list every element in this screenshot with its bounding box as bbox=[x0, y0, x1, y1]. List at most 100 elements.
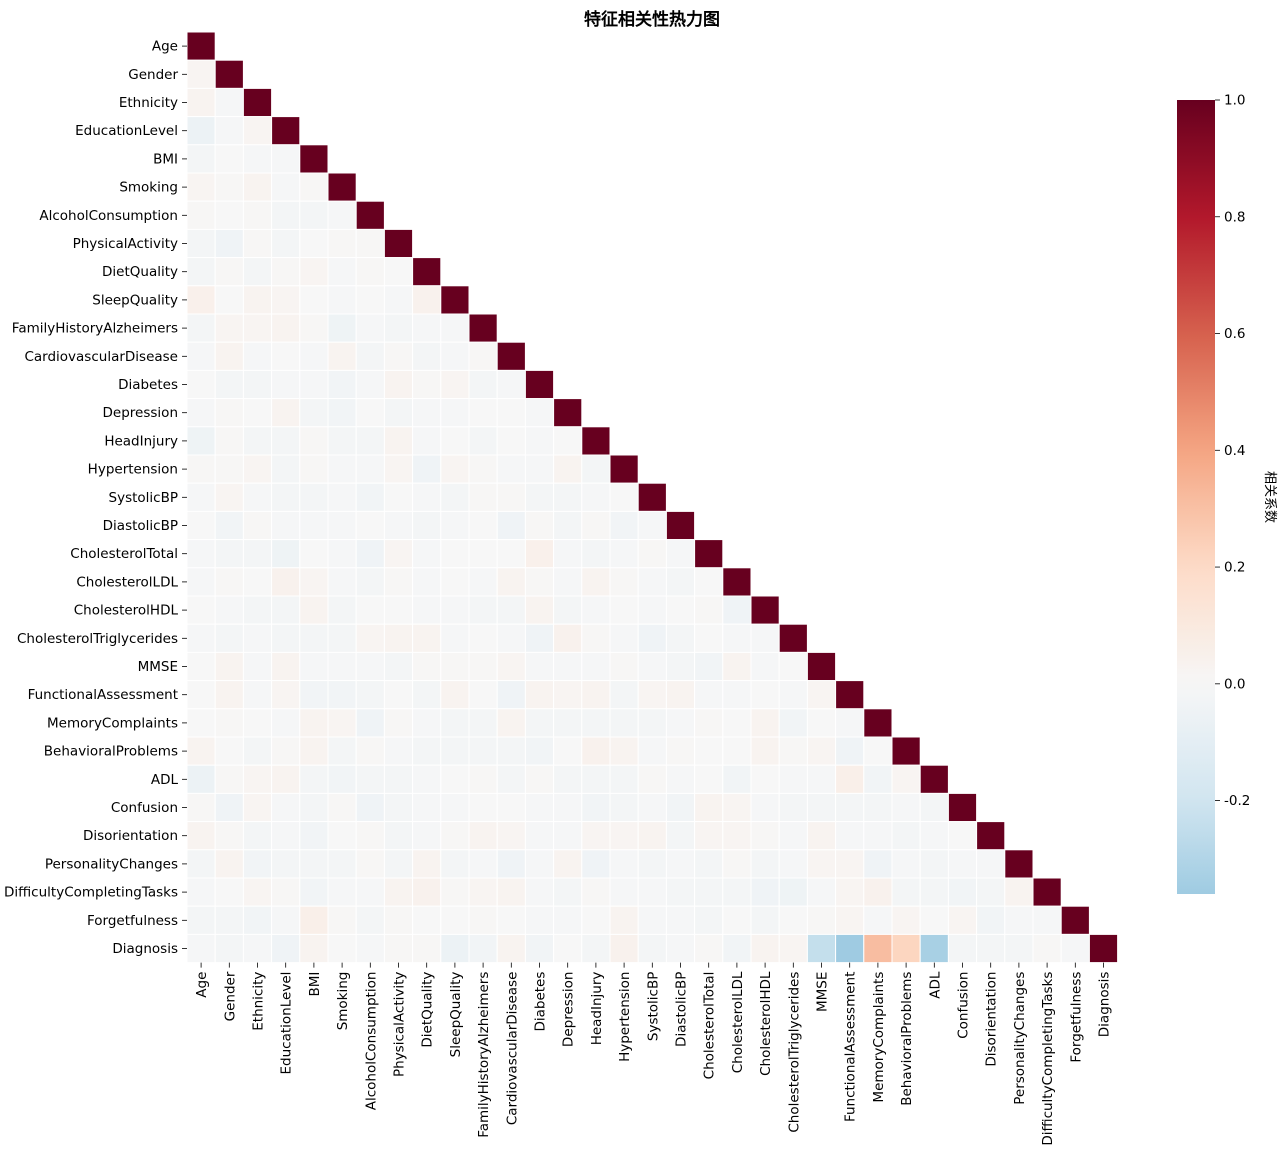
heatmap-cell-PersonalityChanges-HeadInjury bbox=[581, 849, 611, 879]
heatmap-cell-BMI-BMI bbox=[299, 144, 329, 174]
heatmap-cell-MMSE-CholesterolTriglycerides bbox=[778, 651, 808, 682]
heatmap-cell-CholesterolLDL-EducationLevel bbox=[271, 567, 301, 597]
heatmap-cell-HeadInjury-DietQuality bbox=[412, 426, 442, 456]
heatmap-cell-DifficultyCompletingTasks-FamilyHistoryAlzheimers bbox=[468, 877, 498, 907]
heatmap-cell-MMSE-CholesterolTotal bbox=[694, 651, 724, 682]
heatmap-cell-Confusion-DiastolicBP bbox=[665, 792, 696, 823]
heatmap-cell-MemoryComplaints-Ethnicity bbox=[242, 708, 273, 738]
heatmap-cell-Forgetfulness-Diabetes bbox=[524, 905, 555, 935]
heatmap-cell-Disorientation-PhysicalActivity bbox=[383, 821, 414, 851]
y-tick-label-CholesterolHDL: CholesterolHDL bbox=[74, 603, 179, 619]
heatmap-cell-ADL-AlcoholConsumption bbox=[355, 764, 385, 794]
colorbar-tick-label: 0.8 bbox=[1224, 209, 1245, 225]
heatmap-cell-AlcoholConsumption-Smoking bbox=[327, 200, 357, 230]
heatmap-cell-Depression-Depression bbox=[553, 398, 583, 428]
heatmap-cell-Hypertension-DietQuality bbox=[412, 454, 442, 484]
heatmap-cell-CholesterolLDL-Depression bbox=[553, 567, 583, 597]
x-tick-label-Age: Age bbox=[194, 972, 210, 998]
heatmap-cell-CholesterolLDL-Age bbox=[186, 567, 216, 597]
heatmap-cell-PersonalityChanges-BMI bbox=[299, 849, 329, 879]
heatmap-cell-SystolicBP-PhysicalActivity bbox=[383, 482, 414, 512]
heatmap-cell-Diabetes-AlcoholConsumption bbox=[355, 369, 385, 400]
heatmap-cell-MMSE-Ethnicity bbox=[242, 651, 273, 682]
heatmap-cell-MMSE-CardiovascularDisease bbox=[496, 651, 526, 682]
heatmap-cell-MMSE-AlcoholConsumption bbox=[355, 651, 385, 682]
x-tick-label-CholesterolLDL: CholesterolLDL bbox=[730, 971, 746, 1073]
heatmap-cell-DiastolicBP-SleepQuality bbox=[440, 510, 470, 541]
heatmap-cell-Forgetfulness-CholesterolTriglycerides bbox=[778, 905, 808, 935]
heatmap-cell-SystolicBP-CardiovascularDisease bbox=[496, 482, 526, 512]
heatmap-cell-MemoryComplaints-BMI bbox=[299, 708, 329, 738]
heatmap-cell-DiastolicBP-Diabetes bbox=[524, 510, 555, 541]
heatmap-cell-Confusion-SystolicBP bbox=[637, 792, 667, 823]
heatmap-cell-CholesterolTotal-Ethnicity bbox=[242, 539, 273, 569]
heatmap-cell-Disorientation-SystolicBP bbox=[637, 821, 667, 851]
heatmap-cell-Hypertension-PhysicalActivity bbox=[383, 454, 414, 484]
heatmap-cell-Disorientation-Disorientation bbox=[976, 821, 1006, 851]
heatmap-cell-PersonalityChanges-Disorientation bbox=[976, 849, 1006, 879]
heatmap-cell-FunctionalAssessment-Diabetes bbox=[524, 680, 555, 710]
heatmap-cell-DiastolicBP-Ethnicity bbox=[242, 510, 273, 541]
heatmap-cell-CholesterolTriglycerides-Ethnicity bbox=[242, 623, 273, 653]
heatmap-cell-SleepQuality-DietQuality bbox=[412, 285, 442, 315]
heatmap-cell-MemoryComplaints-FamilyHistoryAlzheimers bbox=[468, 708, 498, 738]
x-tick-label-Ethnicity: Ethnicity bbox=[251, 972, 267, 1031]
heatmap-cell-MemoryComplaints-PhysicalActivity bbox=[383, 708, 414, 738]
heatmap-cell-Diagnosis-CholesterolTotal bbox=[694, 933, 724, 964]
heatmap-cell-Forgetfulness-SystolicBP bbox=[637, 905, 667, 935]
heatmap-cell-Diagnosis-Diabetes bbox=[524, 933, 555, 964]
heatmap-cell-Forgetfulness-Age bbox=[186, 905, 216, 935]
heatmap-cell-ADL-Diabetes bbox=[524, 764, 555, 794]
heatmap-cell-PhysicalActivity-EducationLevel bbox=[271, 228, 301, 259]
heatmap-cell-MemoryComplaints-CholesterolLDL bbox=[722, 708, 752, 738]
heatmap-cell-MemoryComplaints-DietQuality bbox=[412, 708, 442, 738]
heatmap-cell-HeadInjury-PhysicalActivity bbox=[383, 426, 414, 456]
heatmap-cell-BehavioralProblems-SleepQuality bbox=[440, 736, 470, 766]
heatmap-cell-MemoryComplaints-SystolicBP bbox=[637, 708, 667, 738]
heatmap-cell-Disorientation-Diabetes bbox=[524, 821, 555, 851]
heatmap-cell-SystolicBP-SystolicBP bbox=[637, 482, 667, 512]
heatmap-cell-PersonalityChanges-FamilyHistoryAlzheimers bbox=[468, 849, 498, 879]
heatmap-cell-EducationLevel-Age bbox=[186, 116, 216, 146]
heatmap-cell-Disorientation-Confusion bbox=[947, 821, 978, 851]
heatmap-cell-CholesterolHDL-CholesterolLDL bbox=[722, 595, 752, 625]
heatmap-cell-CholesterolHDL-DietQuality bbox=[412, 595, 442, 625]
y-tick-label-Ethnicity: Ethnicity bbox=[119, 95, 178, 111]
heatmap-cell-PhysicalActivity-Ethnicity bbox=[242, 228, 273, 259]
heatmap-cell-FamilyHistoryAlzheimers-AlcoholConsumption bbox=[355, 313, 385, 343]
y-tick-label-CholesterolTriglycerides: CholesterolTriglycerides bbox=[17, 631, 178, 647]
heatmap-cell-BehavioralProblems-EducationLevel bbox=[271, 736, 301, 766]
heatmap-cell-PersonalityChanges-SleepQuality bbox=[440, 849, 470, 879]
colorbar-tick-label: 0.4 bbox=[1224, 443, 1245, 459]
heatmap-cell-BehavioralProblems-Smoking bbox=[327, 736, 357, 766]
heatmap-cell-Disorientation-SleepQuality bbox=[440, 821, 470, 851]
heatmap-cell-Hypertension-Depression bbox=[553, 454, 583, 484]
heatmap-cell-Diabetes-SleepQuality bbox=[440, 369, 470, 400]
heatmap-cell-CholesterolTotal-CardiovascularDisease bbox=[496, 539, 526, 569]
heatmap-cell-PhysicalActivity-Gender bbox=[214, 228, 244, 259]
heatmap-cell-ADL-Depression bbox=[553, 764, 583, 794]
y-tick-label-PhysicalActivity: PhysicalActivity bbox=[73, 236, 178, 252]
heatmap-cell-Forgetfulness-Gender bbox=[214, 905, 244, 935]
heatmap-cell-DifficultyCompletingTasks-DiastolicBP bbox=[665, 877, 696, 907]
heatmap-cell-PersonalityChanges-Ethnicity bbox=[242, 849, 273, 879]
heatmap-cell-DietQuality-Ethnicity bbox=[242, 257, 273, 287]
heatmap-cell-SleepQuality-Age bbox=[186, 285, 216, 315]
heatmap-cell-MMSE-Age bbox=[186, 651, 216, 682]
heatmap-cell-CholesterolHDL-Ethnicity bbox=[242, 595, 273, 625]
heatmap-cell-MemoryComplaints-CholesterolHDL bbox=[750, 708, 780, 738]
heatmap-cell-Forgetfulness-Confusion bbox=[947, 905, 978, 935]
heatmap-cell-Confusion-FamilyHistoryAlzheimers bbox=[468, 792, 498, 823]
heatmap-cell-CholesterolTriglycerides-Diabetes bbox=[524, 623, 555, 653]
heatmap-cell-DifficultyCompletingTasks-Hypertension bbox=[609, 877, 639, 907]
heatmap-cell-DietQuality-Gender bbox=[214, 257, 244, 287]
heatmap-cell-ADL-Gender bbox=[214, 764, 244, 794]
heatmap-cell-Confusion-DietQuality bbox=[412, 792, 442, 823]
heatmap-cell-Forgetfulness-DiastolicBP bbox=[665, 905, 696, 935]
heatmap-cell-Diagnosis-CardiovascularDisease bbox=[496, 933, 526, 964]
heatmap-cell-Age-Age bbox=[186, 31, 216, 61]
heatmap-cell-CholesterolTriglycerides-Hypertension bbox=[609, 623, 639, 653]
heatmap-cell-Disorientation-EducationLevel bbox=[271, 821, 301, 851]
heatmap-cell-Forgetfulness-SleepQuality bbox=[440, 905, 470, 935]
heatmap-cell-SleepQuality-Gender bbox=[214, 285, 244, 315]
